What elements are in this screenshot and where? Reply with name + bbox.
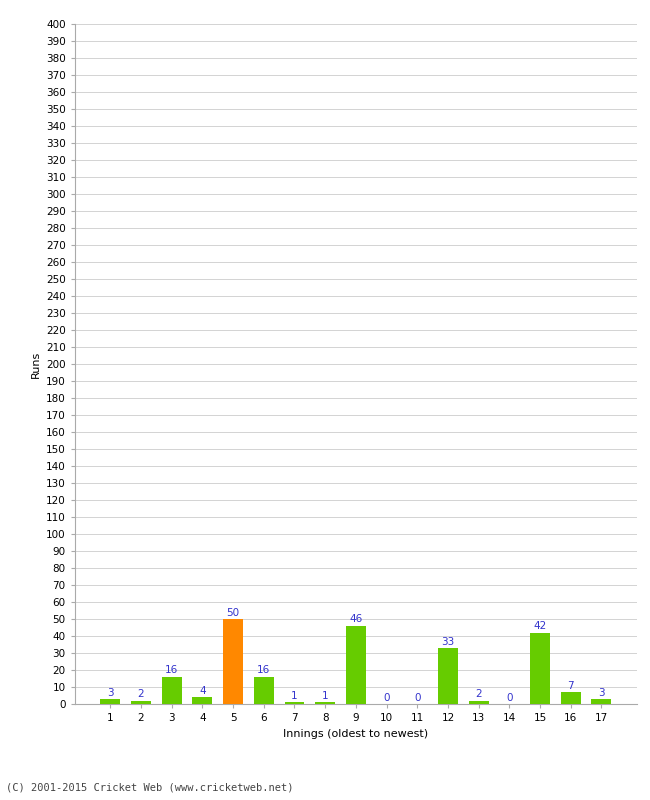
Text: 16: 16: [165, 666, 178, 675]
Bar: [315, 702, 335, 704]
Text: 2: 2: [138, 690, 144, 699]
Bar: [223, 619, 243, 704]
Text: 7: 7: [567, 681, 574, 690]
Text: 0: 0: [414, 693, 421, 702]
Bar: [530, 633, 550, 704]
Bar: [100, 699, 120, 704]
Text: 0: 0: [506, 693, 513, 702]
Text: 1: 1: [322, 691, 328, 701]
Text: (C) 2001-2015 Cricket Web (www.cricketweb.net): (C) 2001-2015 Cricket Web (www.cricketwe…: [6, 782, 294, 792]
Text: 46: 46: [349, 614, 363, 625]
Y-axis label: Runs: Runs: [31, 350, 40, 378]
Text: 3: 3: [107, 687, 114, 698]
Text: 2: 2: [475, 690, 482, 699]
Bar: [192, 697, 213, 704]
Text: 16: 16: [257, 666, 270, 675]
Text: 50: 50: [226, 608, 240, 618]
Bar: [592, 699, 612, 704]
Text: 3: 3: [598, 687, 604, 698]
Bar: [438, 648, 458, 704]
Bar: [285, 702, 304, 704]
Bar: [131, 701, 151, 704]
Bar: [162, 677, 181, 704]
Text: 33: 33: [441, 637, 454, 646]
Bar: [254, 677, 274, 704]
Text: 1: 1: [291, 691, 298, 701]
Bar: [346, 626, 366, 704]
Text: 4: 4: [199, 686, 205, 696]
X-axis label: Innings (oldest to newest): Innings (oldest to newest): [283, 729, 428, 738]
Bar: [561, 692, 580, 704]
Text: 0: 0: [384, 693, 390, 702]
Bar: [469, 701, 489, 704]
Text: 42: 42: [534, 622, 547, 631]
